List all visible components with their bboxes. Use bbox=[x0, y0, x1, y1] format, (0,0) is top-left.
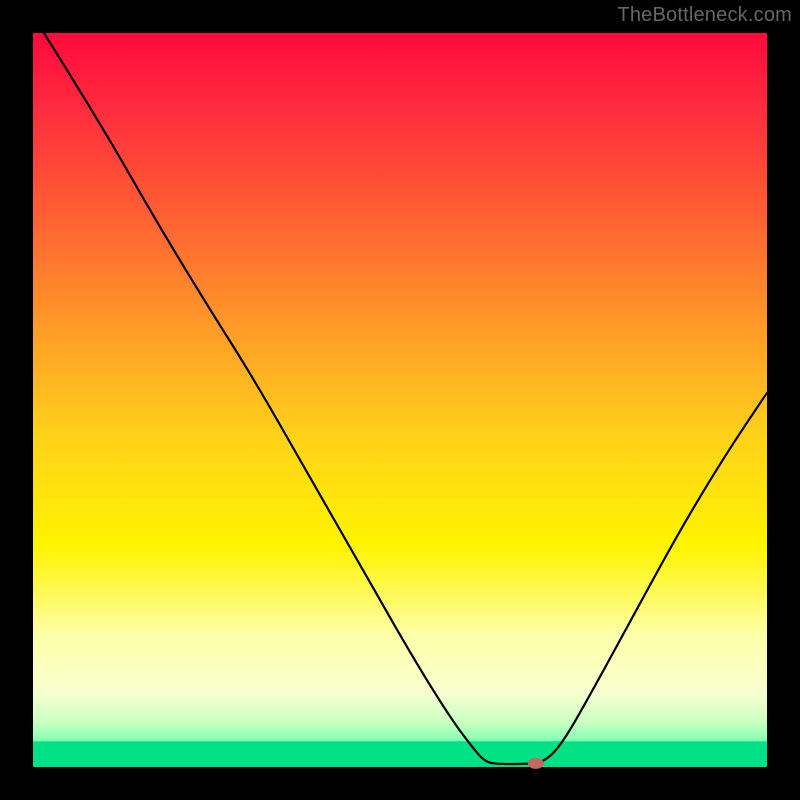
zero-band bbox=[33, 741, 767, 767]
chart-container: TheBottleneck.com bbox=[0, 0, 800, 800]
chart-background bbox=[33, 33, 767, 767]
bottleneck-chart bbox=[0, 0, 800, 800]
watermark: TheBottleneck.com bbox=[617, 4, 792, 27]
optimal-point-marker bbox=[528, 758, 544, 769]
